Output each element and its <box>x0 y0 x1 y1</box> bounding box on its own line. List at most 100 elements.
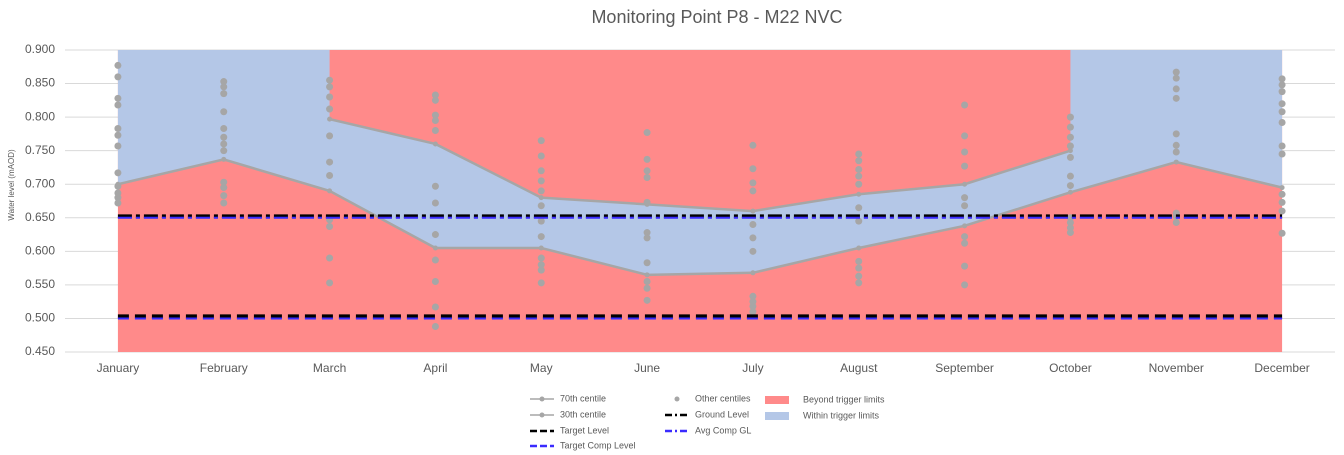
x-tick-label: December <box>1254 361 1309 375</box>
legend-label: Beyond trigger limits <box>803 394 885 404</box>
centile-marker <box>327 188 333 194</box>
y-tick-label: 0.750 <box>25 143 55 157</box>
centile-point <box>220 178 228 186</box>
centile-point <box>961 239 969 247</box>
centile-point <box>431 256 439 264</box>
legend-label: Avg Comp GL <box>695 425 751 435</box>
centile-marker <box>1067 189 1073 195</box>
centile-point <box>114 61 122 69</box>
centile-point <box>643 278 651 286</box>
chart-title: Monitoring Point P8 - M22 NVC <box>591 7 842 27</box>
centile-point <box>961 132 969 140</box>
centile-point <box>114 125 122 133</box>
centile-point <box>855 272 863 280</box>
centile-point <box>1278 207 1286 215</box>
centile-point <box>749 187 757 195</box>
centile-point <box>431 322 439 330</box>
centile-point <box>220 83 228 91</box>
centile-point <box>326 76 334 84</box>
centile-point <box>537 266 545 274</box>
legend-marker <box>539 412 545 418</box>
centile-point <box>1278 229 1286 237</box>
legend-label: Target Level <box>560 425 609 435</box>
legend-label: Other centiles <box>695 393 751 403</box>
centile-point <box>749 308 757 316</box>
centile-point <box>749 302 757 310</box>
x-tick-label: February <box>200 361 248 375</box>
centile-point <box>537 261 545 269</box>
centile-point <box>855 172 863 180</box>
centile-point <box>961 194 969 202</box>
centile-point <box>114 182 122 190</box>
x-tick-label: May <box>530 361 553 375</box>
centile-marker <box>432 245 438 251</box>
centile-point <box>1066 153 1074 161</box>
centile-marker <box>432 141 438 147</box>
centile-point <box>220 192 228 200</box>
centile-point <box>1172 74 1180 82</box>
centile-point <box>537 167 545 175</box>
centile-point <box>643 155 651 163</box>
series-line <box>329 117 1071 213</box>
centile-point <box>220 90 228 98</box>
centile-point <box>326 254 334 262</box>
x-tick-label: November <box>1149 361 1204 375</box>
centile-marker <box>644 272 650 278</box>
x-tick-label: March <box>313 361 346 375</box>
centile-point <box>855 150 863 158</box>
legend-swatch <box>765 412 789 420</box>
centile-point <box>1066 133 1074 141</box>
centile-point <box>749 220 757 228</box>
centile-point <box>643 174 651 182</box>
y-tick-label: 0.850 <box>25 76 55 90</box>
centile-point <box>1172 94 1180 102</box>
centile-point <box>643 129 651 137</box>
centile-point <box>643 284 651 292</box>
y-tick-label: 0.550 <box>25 277 55 291</box>
centile-point <box>326 279 334 287</box>
centile-point <box>1278 81 1286 89</box>
centile-point <box>961 148 969 156</box>
legend-marker <box>674 396 680 402</box>
centile-point <box>326 158 334 166</box>
x-tick-label: January <box>97 361 140 375</box>
centile-point <box>326 223 334 231</box>
centile-point <box>220 147 228 155</box>
centile-marker <box>1173 159 1179 165</box>
centile-point <box>114 94 122 102</box>
centile-point <box>749 292 757 300</box>
centile-point <box>1066 218 1074 226</box>
legend-label: 30th centile <box>560 409 606 419</box>
legend-label: Ground Level <box>695 409 749 419</box>
legend-label: Within trigger limits <box>803 410 880 420</box>
centile-point <box>326 83 334 91</box>
centile-point <box>855 157 863 165</box>
centile-point <box>326 132 334 140</box>
centile-point <box>220 140 228 148</box>
centile-point <box>1172 68 1180 76</box>
centile-point <box>855 180 863 188</box>
centile-marker <box>538 195 544 201</box>
centile-point <box>537 233 545 241</box>
centile-point <box>431 231 439 239</box>
centile-point <box>537 202 545 210</box>
centile-point <box>749 165 757 173</box>
centile-point <box>961 101 969 109</box>
y-tick-label: 0.500 <box>25 311 55 325</box>
centile-point <box>114 169 122 177</box>
centile-point <box>1066 142 1074 150</box>
centile-point <box>643 167 651 175</box>
centile-point <box>749 234 757 242</box>
x-tick-label: September <box>935 361 994 375</box>
centile-point <box>537 279 545 287</box>
centile-point <box>537 177 545 185</box>
centile-point <box>1278 198 1286 206</box>
centile-point <box>961 281 969 289</box>
centile-point <box>749 179 757 187</box>
centile-point <box>326 105 334 113</box>
x-tick-label: June <box>634 361 660 375</box>
legend-label: 70th centile <box>560 393 606 403</box>
centile-point <box>1278 88 1286 96</box>
centile-point <box>643 198 651 206</box>
centile-point <box>1172 141 1180 149</box>
